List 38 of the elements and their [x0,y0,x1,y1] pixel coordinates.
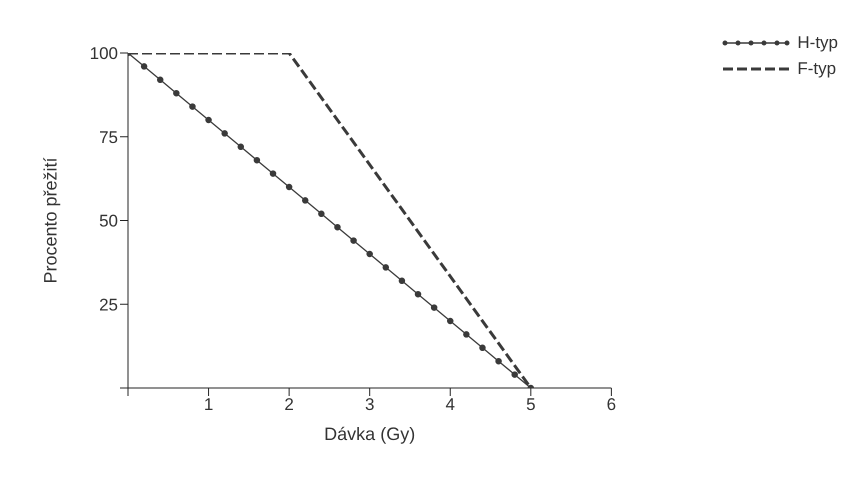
point [189,103,196,110]
point [302,197,308,204]
point [205,116,212,124]
point [286,184,292,190]
point [495,358,502,364]
y-tick-label: 100 [90,44,118,64]
point [366,250,373,258]
point [334,224,341,230]
point [414,290,422,298]
x-tick-label: 6 [606,395,616,414]
point [270,170,276,177]
y-tick-label: 25 [99,295,118,314]
legend-label: F-typ [797,59,836,79]
point [254,156,260,164]
x-tick-label: 5 [526,395,536,414]
x-tick-label: 2 [284,395,294,414]
point [382,264,390,271]
point [430,304,438,311]
point [511,371,518,378]
x-tick-label: 4 [446,395,455,414]
legend-label: H-typ [797,33,838,53]
point [140,63,148,70]
y-tick-label: 75 [99,128,118,147]
point [238,144,244,150]
point [350,237,357,244]
point [447,318,454,324]
y-axis-title: Procento přežití [40,157,60,284]
point [398,278,406,284]
x-tick-label: 1 [204,395,214,414]
point [173,90,180,96]
point [156,76,164,84]
point [318,210,325,218]
point [479,344,486,352]
x-axis-title: Dávka (Gy) [324,424,416,444]
point [463,331,470,338]
x-tick-label: 3 [364,395,374,414]
y-tick-label: 50 [99,212,118,231]
point [221,130,228,137]
